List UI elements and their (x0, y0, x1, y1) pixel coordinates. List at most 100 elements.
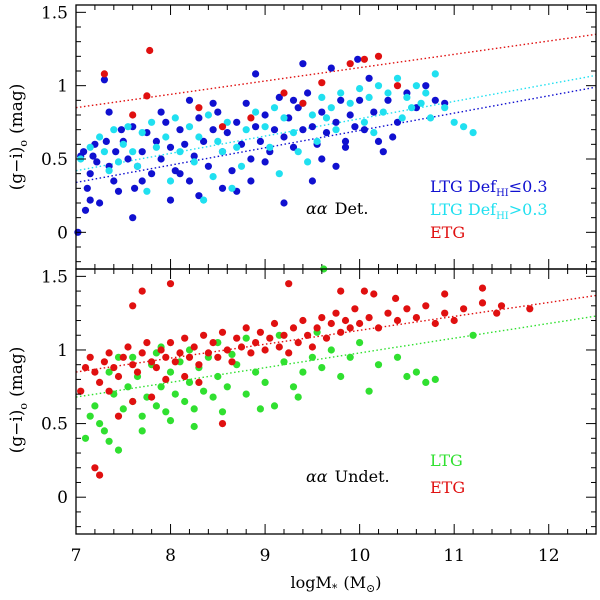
top-point (398, 114, 406, 122)
top-point (408, 104, 416, 112)
bottom-point (270, 402, 279, 410)
top-point (337, 96, 345, 104)
bottom-point (162, 353, 170, 361)
bottom-point (261, 346, 269, 354)
bottom-point (166, 368, 175, 376)
bottom-point (148, 358, 156, 366)
top-point (341, 143, 350, 151)
top-annotation: αα Det. (306, 199, 368, 218)
top-point (346, 99, 354, 107)
bottom-point (233, 334, 241, 342)
bottom-point (105, 387, 113, 395)
top-point (233, 118, 241, 126)
bottom-point (393, 316, 402, 325)
bottom-annotation: αα Undet. (306, 467, 390, 486)
top-point (162, 118, 170, 126)
top-point (119, 140, 127, 148)
bottom-legend: LTG ETG (430, 451, 465, 497)
top-point (379, 148, 387, 156)
bottom-point (143, 339, 151, 347)
bottom-point (299, 368, 307, 376)
top-point (275, 170, 283, 178)
top-point (124, 155, 132, 163)
bottom-point (190, 343, 198, 351)
top-point (266, 143, 274, 151)
top-point (351, 123, 359, 131)
top-point (346, 60, 354, 68)
bottom-point (81, 364, 90, 372)
x-tick-label: 10 (349, 546, 371, 566)
bottom-point (91, 402, 99, 410)
top-point (318, 93, 326, 101)
bottom-point (157, 383, 165, 391)
top-point (80, 148, 88, 156)
bottom-point (256, 328, 264, 336)
bottom-y-axis-label: (g−i)o(mag) (7, 347, 30, 454)
bottom-point (96, 420, 104, 428)
top-point (96, 199, 104, 207)
top-point (327, 104, 335, 112)
bottom-point (308, 343, 316, 351)
top-point (214, 137, 222, 145)
bottom-point (412, 314, 420, 322)
top-point (204, 162, 212, 170)
top-y-tick-labels: 0 0.5 1 1.5 (41, 3, 68, 243)
bottom-point (181, 372, 189, 381)
bottom-point (341, 316, 350, 325)
bottom-point (275, 343, 283, 351)
x-axis-label: logM* (M⊙) (291, 573, 382, 595)
top-point (393, 118, 402, 126)
bottom-point (356, 319, 364, 328)
top-point (152, 137, 160, 145)
bottom-point (237, 343, 246, 351)
bottom-point (162, 408, 170, 416)
top-point (233, 143, 241, 151)
top-point (181, 140, 189, 148)
bottom-point (105, 437, 113, 445)
top-point (204, 111, 212, 119)
top-point (422, 89, 430, 97)
top-point (81, 206, 90, 214)
top-point (252, 123, 260, 131)
bottom-point (152, 402, 160, 410)
top-point (166, 143, 175, 151)
top-point (294, 148, 302, 156)
bottom-point (129, 361, 137, 369)
top-point (280, 199, 288, 207)
bottom-point (392, 294, 400, 302)
x-tick-label: 9 (260, 546, 271, 566)
top-point (152, 143, 160, 151)
bottom-y-tick-label: 1 (57, 341, 68, 361)
top-point (223, 118, 231, 126)
bottom-point (138, 349, 146, 357)
top-point (209, 173, 217, 181)
top-point (308, 123, 316, 131)
bottom-panel: 00.511.5 7 8 9 10 11 12 (g−i)o(mag) αα Undet. … (7, 265, 597, 595)
top-point (280, 114, 288, 122)
bottom-x-tick-labels: 7 8 9 10 11 12 (71, 546, 560, 566)
top-point (270, 126, 279, 134)
bottom-y-tick-label: 0.5 (41, 415, 68, 435)
top-point (105, 108, 113, 116)
bottom-point (247, 349, 255, 357)
top-point (146, 46, 154, 55)
bottom-point (478, 284, 487, 292)
bottom-point (374, 324, 383, 332)
top-point (389, 133, 397, 141)
top-point (308, 177, 316, 185)
bottom-point (129, 353, 137, 361)
top-point (280, 133, 288, 141)
bottom-point (114, 372, 123, 381)
bottom-ticks (75, 269, 596, 534)
top-point (261, 123, 269, 131)
bottom-point (460, 305, 468, 313)
top-point (422, 82, 430, 90)
top-point (379, 108, 387, 116)
bottom-point (96, 378, 104, 386)
top-point (129, 148, 137, 156)
bottom-point (322, 334, 331, 342)
bottom-point (346, 353, 354, 361)
x-tick-label: 11 (443, 546, 465, 566)
bottom-y-tick-label: 0 (57, 488, 68, 508)
